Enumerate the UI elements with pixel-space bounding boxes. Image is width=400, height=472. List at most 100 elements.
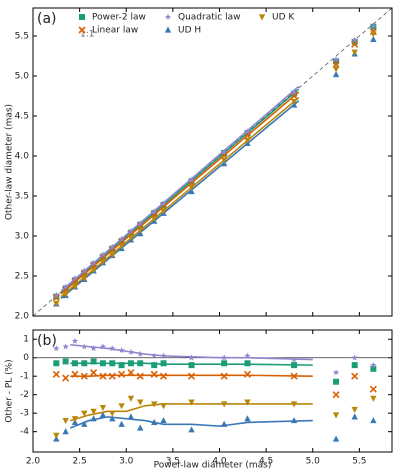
marker-triangle-up [62,428,69,435]
marker-square [188,362,195,369]
marker-square [221,360,228,367]
y-tick-label: -2 [20,390,29,400]
marker-triangle-down [220,401,228,408]
marker-triangle-up [370,35,377,42]
marker-star [220,148,228,155]
marker-square [71,277,78,284]
marker-triangle-down [332,66,340,73]
marker-star [150,352,158,359]
marker-square [351,38,358,45]
marker-triangle-down [99,405,107,412]
marker-triangle-up [118,420,125,427]
marker-star [370,22,377,29]
marker-x [99,372,107,380]
marker-star [71,274,79,281]
marker-x [118,370,126,378]
marker-star [127,348,135,355]
marker-triangle-down [137,227,144,234]
legend-label: Power-2 law [92,13,146,23]
panel-label: (b) [37,333,57,349]
marker-square [109,245,116,252]
y-tick-label: 5.5 [15,32,29,42]
legend-label: UD H [178,26,201,36]
marker-star [137,220,144,227]
marker-square [90,261,97,268]
marker-star [62,283,69,290]
marker-x [136,372,144,380]
marker-square [244,360,251,367]
marker-star [188,354,195,361]
marker-triangle-down [332,412,340,419]
marker-star [53,345,60,352]
marker-square [81,269,88,276]
marker-star [109,243,116,250]
legend-label: Quadratic law [178,13,240,23]
marker-triangle-up [188,188,195,195]
marker-star [150,208,158,215]
marker-square [151,362,158,369]
marker-star [109,345,116,352]
marker-star [62,343,69,350]
marker-triangle-down [53,432,60,439]
y-tick-label: 1 [23,335,29,345]
marker-triangle-down [244,399,251,406]
y-tick-label: 0 [23,353,29,363]
y-tick-label: -4 [20,427,29,437]
marker-triangle-down [71,416,79,423]
marker-star [90,345,97,352]
trend-line [60,96,300,298]
marker-square [53,360,60,367]
marker-triangle-up [244,415,251,422]
y-tick-label: 4.5 [15,112,29,122]
y-axis-label: Other-law diameter (mas) [5,104,15,220]
marker-x [127,368,135,377]
plot-frame [32,329,393,453]
trend-line [60,100,300,300]
legend-marker [164,13,172,20]
marker-x [71,370,79,378]
marker-square [127,360,134,367]
legend-marker [164,26,172,33]
panel: 1 0 -1 -2 -3 -4 2.0 2.5 3.0 3.5 4.0 4.5 5.0 5.5 (b) Oth… [5,329,393,471]
marker-star [290,89,298,96]
marker-x [243,370,252,378]
y-tick-label: 4.0 [15,152,30,162]
trend-line [60,85,300,292]
marker-square [370,365,377,372]
marker-star [90,259,97,266]
marker-square [291,362,298,369]
marker-x [332,60,340,68]
marker-square [71,360,78,367]
marker-triangle-down [118,403,125,410]
trend-line [70,416,313,429]
marker-triangle-down [351,49,358,56]
marker-x [108,372,116,380]
marker-square [90,358,97,365]
y-tick-label: -1 [20,372,29,382]
marker-triangle-up [160,417,167,424]
marker-triangle-down [351,406,358,413]
marker-x [220,372,228,380]
marker-star [71,337,79,344]
marker-triangle-down [71,283,79,290]
plot-frame [32,7,393,317]
marker-triangle-up [370,417,377,424]
marker-triangle-up [127,413,135,420]
marker-triangle-down [160,208,167,215]
marker-star [137,350,144,357]
marker-triangle-up [99,411,107,418]
marker-square [127,229,134,236]
marker-triangle-down [151,215,158,223]
marker-square [137,360,144,367]
x-tick-label: 3.0 [119,457,134,467]
marker-triangle-down [62,417,69,425]
marker-star [351,36,358,43]
marker-triangle-down [220,157,228,164]
marker-triangle-up [109,415,116,422]
y-tick-label: -3 [20,409,29,419]
marker-x [150,370,158,378]
marker-star [188,176,195,183]
x-tick-label: 5.0 [306,457,321,467]
x-tick-label: 2.0 [26,457,41,467]
